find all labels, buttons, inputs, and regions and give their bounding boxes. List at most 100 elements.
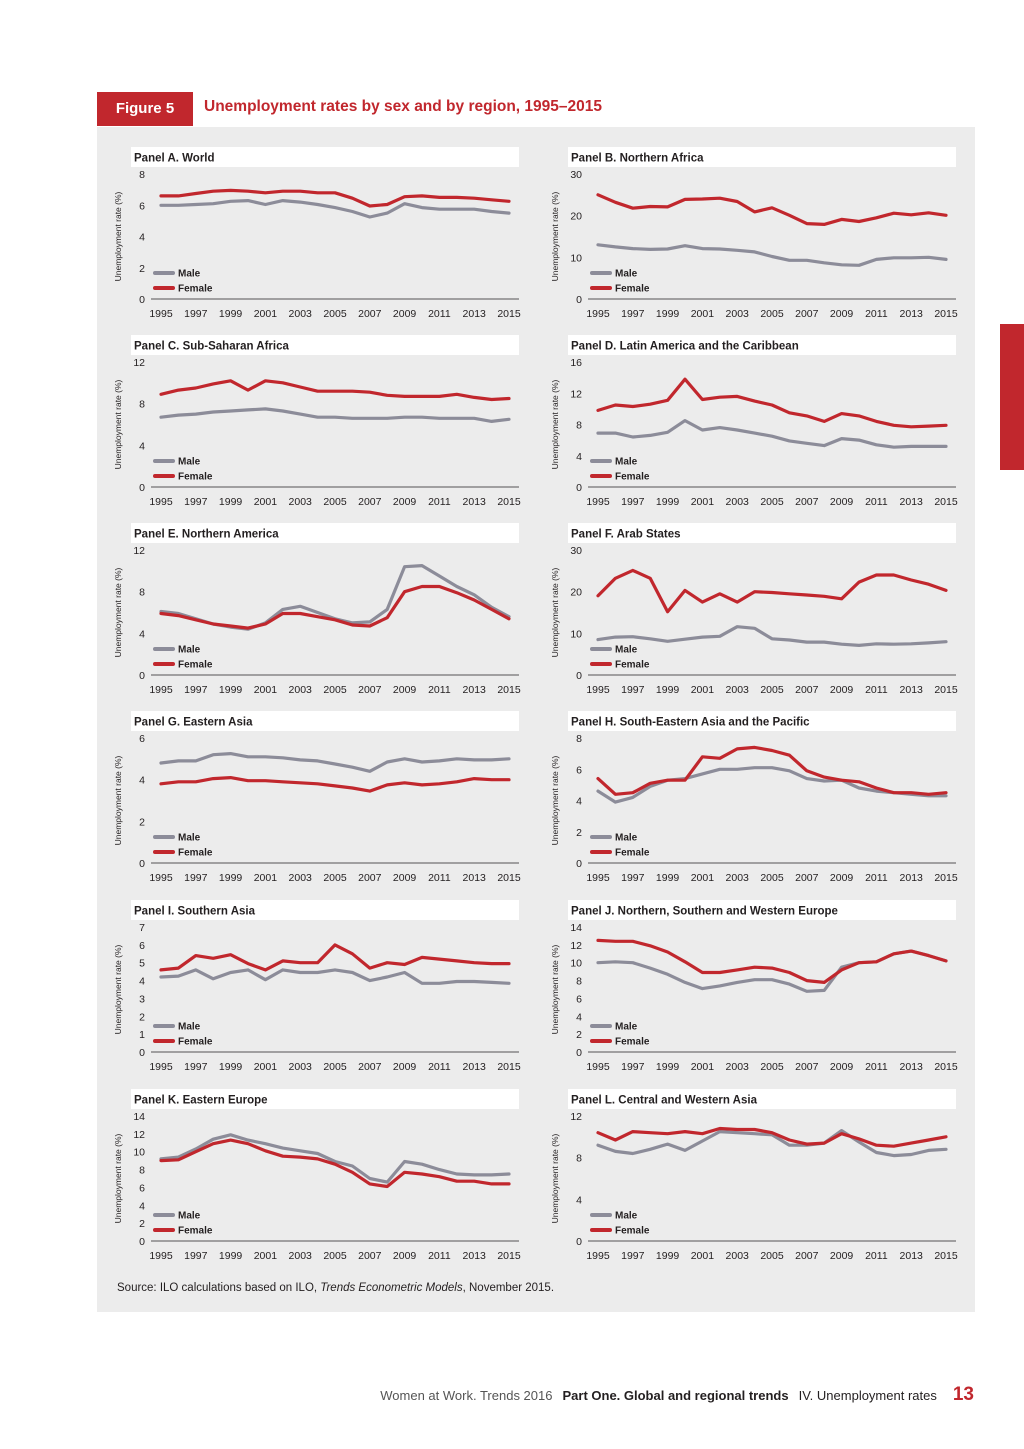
y-tick-label: 0 (139, 670, 145, 682)
panel-title: Panel B. Northern Africa (571, 153, 704, 165)
y-tick-label: 6 (139, 200, 145, 212)
page-number: 13 (952, 1384, 974, 1405)
x-tick-label: 2001 (691, 684, 715, 696)
y-tick-label: 6 (139, 733, 145, 745)
x-tick-label: 2011 (865, 1250, 888, 1262)
y-tick-label: 0 (576, 670, 582, 682)
y-tick-label: 0 (139, 858, 145, 870)
y-tick-label: 12 (570, 1111, 582, 1123)
x-tick-label: 2009 (830, 1061, 854, 1073)
x-tick-label: 1997 (621, 684, 645, 696)
y-tick-label: 0 (576, 1236, 582, 1248)
x-tick-label: 2001 (691, 496, 715, 508)
panel-title-box (131, 711, 519, 731)
y-axis-label: Unemployment rate (%) (113, 944, 123, 1034)
y-axis-label: Unemployment rate (%) (550, 379, 560, 469)
source-italic: Trends Econometric Models (320, 1282, 463, 1294)
x-tick-label: 2003 (726, 1250, 750, 1262)
y-axis-label: Unemployment rate (%) (550, 567, 560, 657)
x-tick-label: 2005 (323, 1061, 347, 1073)
x-tick-label: 2013 (463, 1061, 487, 1073)
x-tick-label: 1999 (219, 872, 243, 884)
x-tick-label: 2011 (428, 1061, 451, 1073)
x-tick-label: 2009 (393, 1250, 417, 1262)
y-tick-label: 4 (139, 976, 145, 988)
x-tick-label: 2007 (358, 308, 382, 320)
x-tick-label: 1997 (184, 872, 208, 884)
legend-label-male: Male (615, 457, 638, 468)
x-tick-label: 1999 (656, 496, 680, 508)
x-tick-label: 2011 (428, 1250, 451, 1262)
series-line-female (596, 938, 948, 985)
y-tick-label: 0 (139, 482, 145, 494)
x-tick-label: 2009 (830, 684, 854, 696)
x-tick-label: 2015 (934, 308, 958, 320)
legend-label-male: Male (178, 833, 201, 844)
x-tick-label: 2003 (726, 872, 750, 884)
y-tick-label: 4 (139, 775, 145, 787)
panel-title-box (568, 900, 956, 920)
x-tick-label: 2007 (358, 1061, 382, 1073)
x-tick-label: 2009 (830, 1250, 854, 1262)
x-tick-label: 1995 (149, 308, 173, 320)
x-tick-label: 1999 (219, 308, 243, 320)
x-tick-label: 2001 (254, 1061, 278, 1073)
legend-label-female: Female (615, 1226, 650, 1237)
y-tick-label: 8 (576, 420, 582, 432)
x-tick-label: 1999 (219, 684, 243, 696)
x-tick-label: 2003 (726, 308, 750, 320)
series-line-female (159, 188, 511, 208)
x-tick-label: 2007 (358, 684, 382, 696)
x-tick-label: 1995 (586, 872, 610, 884)
x-tick-label: 2005 (323, 1250, 347, 1262)
x-tick-label: 2003 (289, 872, 313, 884)
x-tick-label: 2003 (726, 1061, 750, 1073)
x-tick-label: 1997 (184, 1250, 208, 1262)
y-tick-label: 20 (570, 211, 582, 223)
x-tick-label: 2007 (358, 872, 382, 884)
x-tick-label: 2013 (900, 1250, 924, 1262)
x-tick-label: 1997 (621, 308, 645, 320)
x-tick-label: 2005 (323, 496, 347, 508)
series-line-male (159, 407, 511, 423)
x-tick-label: 2003 (289, 684, 313, 696)
x-tick-label: 1997 (184, 308, 208, 320)
x-tick-label: 2015 (934, 1250, 958, 1262)
series-line-male (159, 968, 511, 985)
x-tick-label: 2015 (497, 1250, 521, 1262)
y-tick-label: 2 (139, 816, 145, 828)
y-tick-label: 8 (576, 1153, 582, 1165)
y-tick-label: 2 (576, 827, 582, 839)
x-tick-label: 2009 (830, 308, 854, 320)
panel-title: Panel J. Northern, Southern and Western … (571, 906, 838, 918)
legend-label-male: Male (178, 1022, 201, 1033)
x-tick-label: 2001 (691, 1061, 715, 1073)
x-tick-label: 2013 (463, 684, 487, 696)
x-tick-label: 1995 (586, 1061, 610, 1073)
x-tick-label: 2011 (428, 684, 451, 696)
x-tick-label: 2005 (323, 308, 347, 320)
x-tick-label: 2011 (428, 308, 451, 320)
x-tick-label: 1999 (219, 1061, 243, 1073)
y-tick-label: 4 (139, 1200, 145, 1212)
x-tick-label: 1995 (586, 1250, 610, 1262)
figure-label: Figure 5 (97, 92, 193, 126)
x-tick-label: 2005 (323, 684, 347, 696)
x-tick-label: 2005 (760, 1061, 784, 1073)
panel-title-box (131, 1089, 519, 1109)
panel-title-box (568, 147, 956, 167)
panel-title: Panel I. Southern Asia (134, 906, 256, 918)
y-axis-label: Unemployment rate (%) (113, 755, 123, 845)
series-line-male (159, 199, 511, 219)
y-tick-label: 2 (576, 1029, 582, 1041)
footer-part: Part One. Global and regional trends (562, 1388, 789, 1403)
panel-title-box (568, 335, 956, 355)
x-tick-label: 2007 (795, 1061, 819, 1073)
y-tick-label: 30 (570, 545, 582, 557)
y-tick-label: 8 (576, 976, 582, 988)
series-line-male (159, 1133, 511, 1184)
y-tick-label: 8 (139, 587, 145, 599)
panel-title: Panel L. Central and Western Asia (571, 1095, 758, 1107)
y-tick-label: 12 (570, 388, 582, 400)
y-tick-label: 6 (139, 1182, 145, 1194)
